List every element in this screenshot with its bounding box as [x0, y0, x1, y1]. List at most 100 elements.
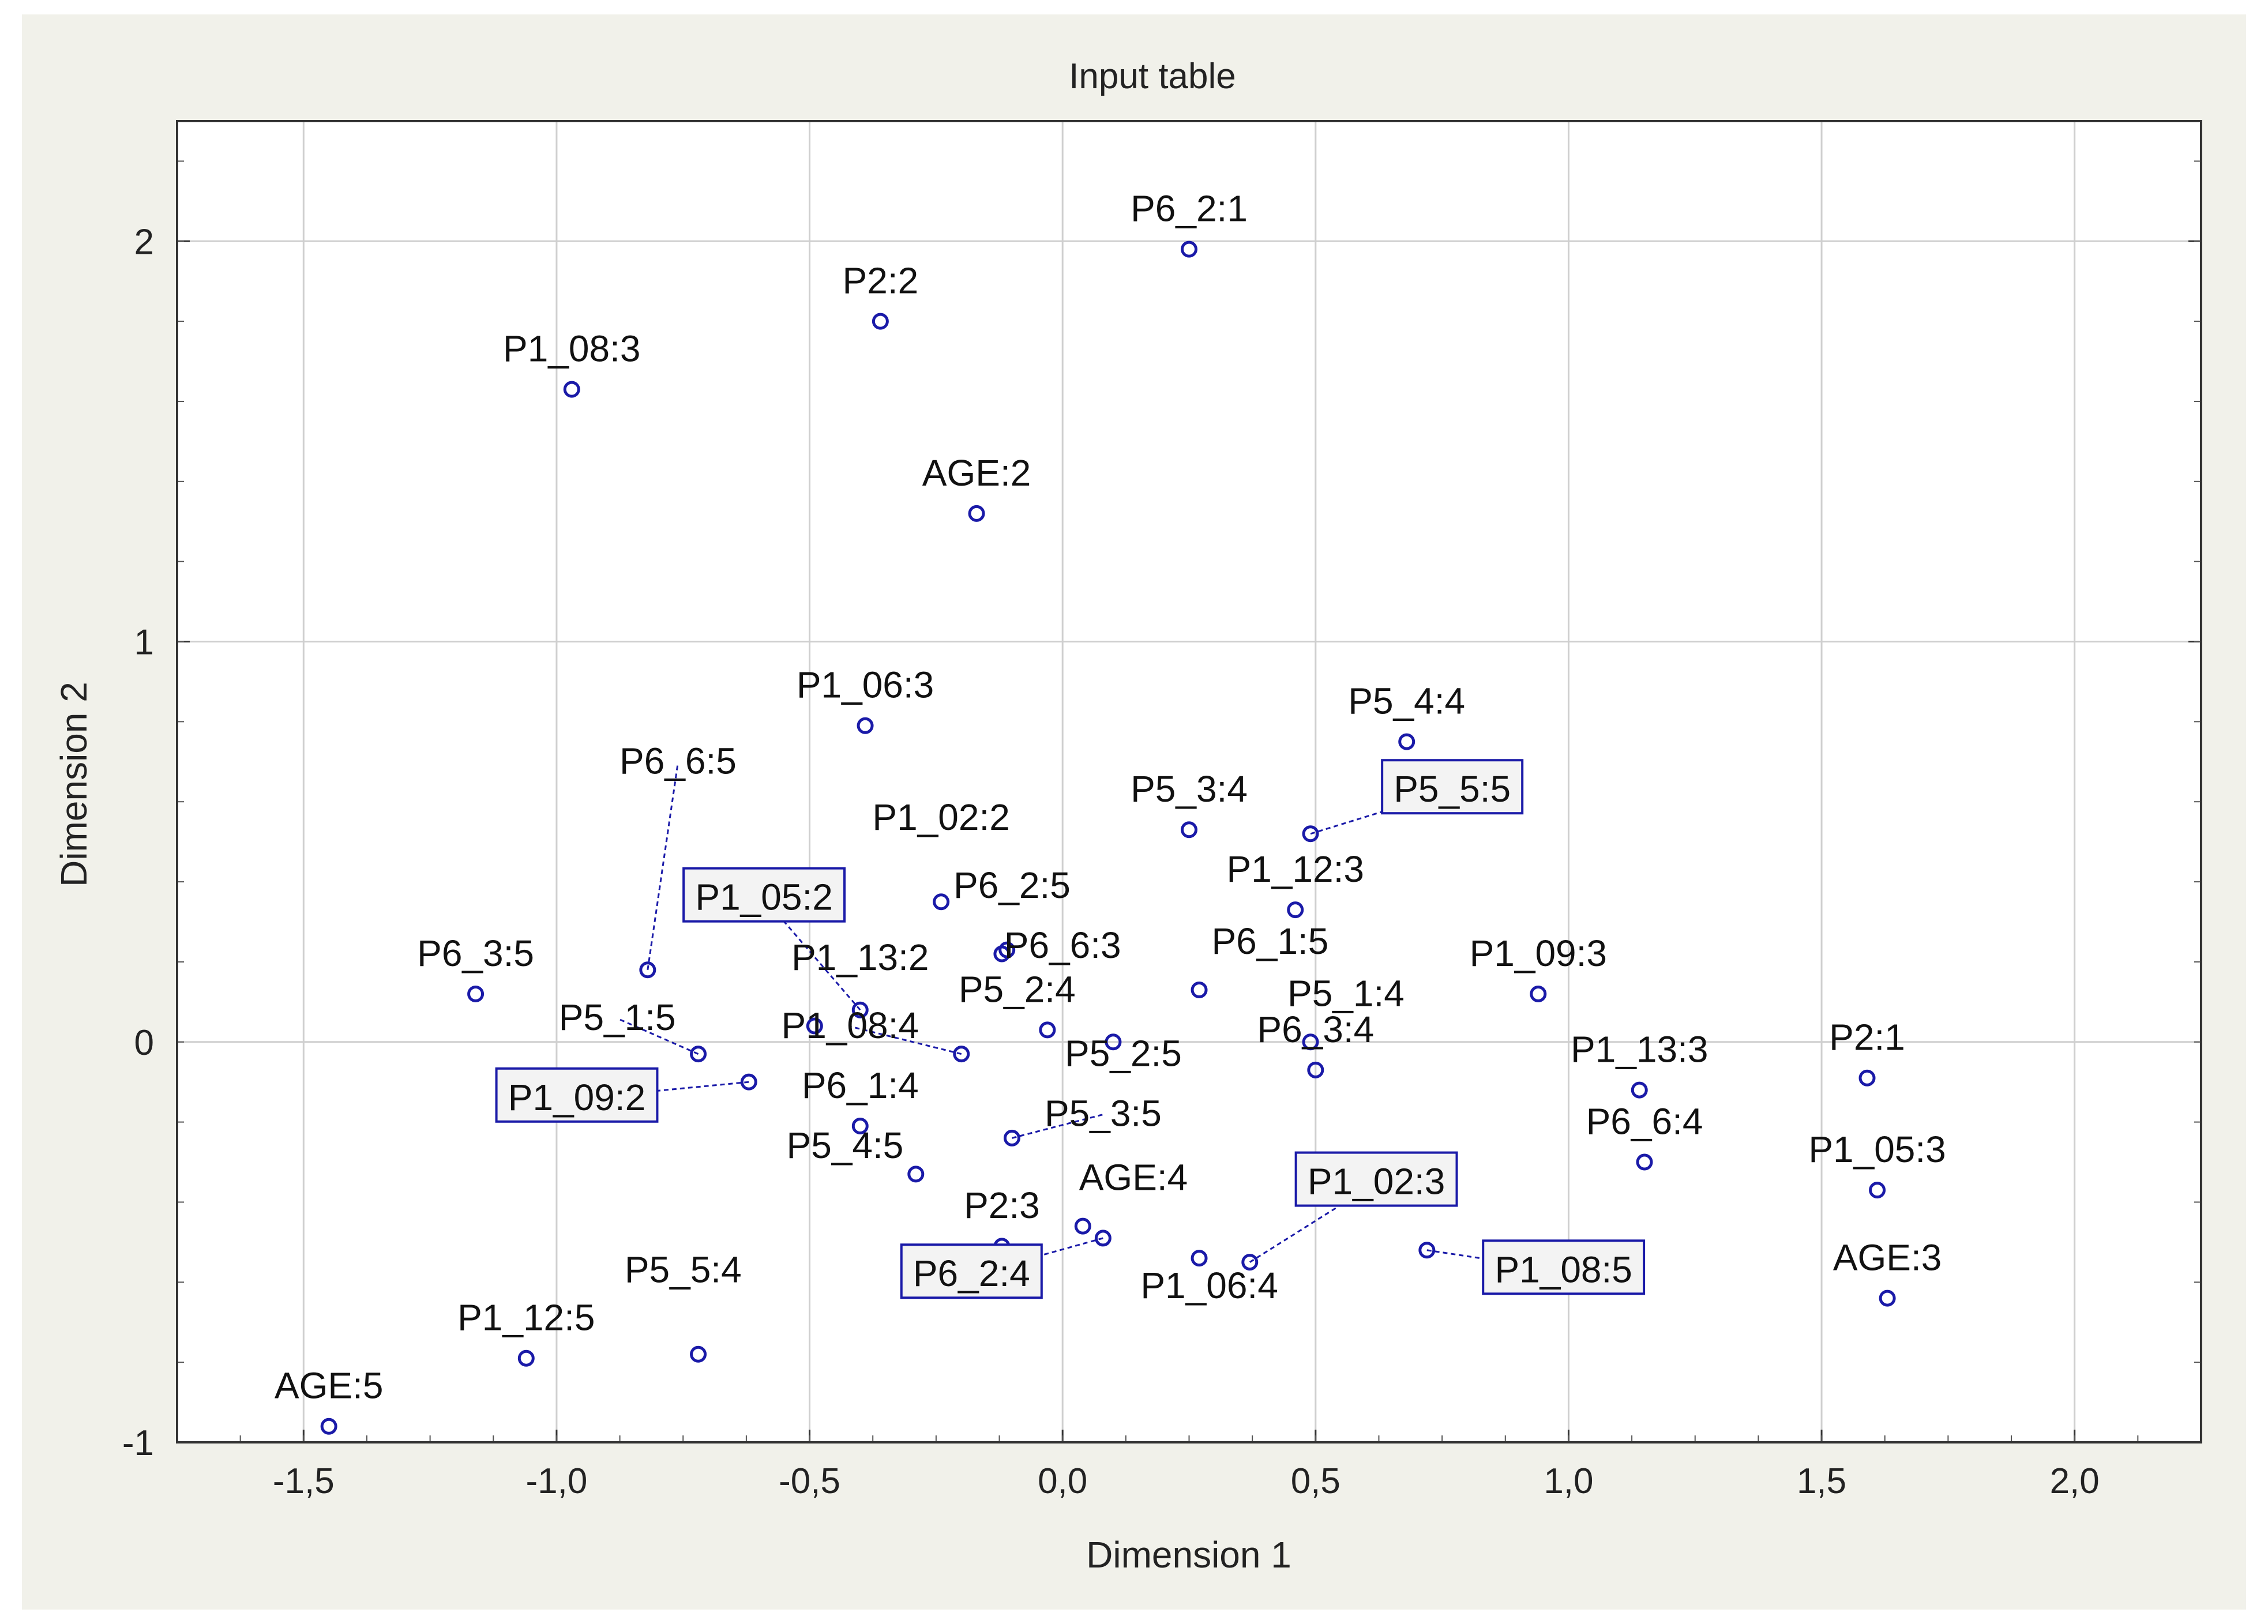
x-tick-label: 2,0 [2050, 1461, 2100, 1501]
data-point [1181, 240, 1197, 258]
point-label: P1_02:3 [1308, 1161, 1445, 1202]
plot-area [176, 120, 2202, 1443]
label-leader-line [617, 1017, 699, 1055]
data-point [1307, 1061, 1324, 1078]
x-tick-label: 0,5 [1291, 1461, 1340, 1501]
point-label: AGE:4 [1079, 1157, 1188, 1198]
point-label: P6_6:3 [1004, 924, 1121, 966]
data-point [872, 313, 889, 330]
point-label: P5_1:5 [559, 997, 676, 1038]
point-label: P5_5:4 [625, 1249, 742, 1290]
label-box [900, 1243, 1043, 1299]
point-label: P5_1:4 [1287, 972, 1405, 1014]
data-point [1302, 825, 1319, 843]
data-point [857, 717, 874, 734]
point-label: P6_1:4 [802, 1065, 919, 1106]
data-point [1869, 1182, 1886, 1199]
point-label: P1_13:2 [791, 937, 929, 978]
data-point [1181, 821, 1197, 839]
point-label: P1_13:3 [1571, 1028, 1708, 1070]
axis-ticks: -1,5 -1,0 -0,5 0,0 0,5 1,0 1,5 2,0 -1 1 2 0 [122, 160, 2202, 1501]
data-point [1191, 1250, 1208, 1267]
data-point [1636, 1153, 1653, 1171]
point-label: AGE:5 [275, 1365, 384, 1407]
label-leader-line [647, 762, 679, 971]
point-labels: P6_2:1 P2:2 P1_08:3 AGE:2 P1_06:3 P5_4:4 P5_3:… [275, 188, 1946, 1407]
data-point [1302, 1033, 1319, 1051]
data-point [953, 1046, 970, 1063]
plot-border [176, 120, 2202, 1443]
point-label: P5_4:4 [1348, 680, 1465, 721]
data-point [907, 1166, 925, 1183]
y-tick-label: 0 [134, 1023, 154, 1063]
data-point [1530, 985, 1547, 1002]
data-point [1105, 1033, 1122, 1051]
point-label: P2:1 [1829, 1017, 1905, 1058]
y-tick-label: -1 [122, 1423, 154, 1463]
x-axis-label: Dimension 1 [1086, 1534, 1291, 1576]
x-tick-label: 0,0 [1038, 1461, 1087, 1501]
data-point [690, 1345, 707, 1363]
data-point [467, 985, 485, 1002]
point-label: P6_2:5 [953, 864, 1071, 906]
data-point [1074, 1217, 1091, 1235]
label-box [1381, 759, 1524, 815]
point-label: P1_06:3 [797, 664, 934, 706]
point-label: P5_3:4 [1131, 768, 1248, 810]
point-label: AGE:3 [1833, 1236, 1942, 1278]
data-point [1241, 1254, 1259, 1271]
point-label: P1_08:3 [503, 328, 640, 370]
data-point [563, 381, 580, 398]
point-label: P1_09:2 [508, 1077, 645, 1118]
point-label: P1_09:3 [1470, 933, 1607, 974]
data-point [1398, 733, 1415, 750]
y-tick-label: 2 [134, 222, 154, 262]
point-label: P1_08:4 [782, 1005, 919, 1046]
data-point [851, 1001, 869, 1018]
point-label: P5_2:5 [1065, 1032, 1182, 1074]
data-point [933, 893, 950, 911]
x-tick-label: -1,0 [526, 1461, 588, 1501]
data-point [1191, 982, 1208, 999]
point-label: P1_08:5 [1495, 1249, 1632, 1290]
point-label: P5_5:5 [1394, 768, 1511, 810]
data-point [320, 1418, 337, 1435]
point-label: P2:3 [964, 1185, 1040, 1226]
y-tick-label: 1 [134, 623, 154, 663]
data-point [1039, 1021, 1056, 1039]
point-label: P6_6:4 [1586, 1100, 1703, 1142]
point-label: P1_05:2 [695, 877, 832, 918]
data-point [806, 1017, 823, 1035]
point-label: AGE:2 [922, 452, 1031, 494]
chart-frame: -1,5 -1,0 -0,5 0,0 0,5 1,0 1,5 2,0 -1 1 2 0 P6_2:1 P… [22, 14, 2246, 1610]
point-label: P6_2:4 [913, 1253, 1030, 1294]
point-label: P5_3:5 [1045, 1093, 1162, 1134]
x-tick-label: 1,5 [1797, 1461, 1846, 1501]
data-point [517, 1349, 535, 1367]
data-point [1631, 1081, 1648, 1099]
data-point [1287, 901, 1304, 919]
data-point [1879, 1290, 1896, 1307]
point-label: P1_06:4 [1140, 1265, 1278, 1306]
data-point [968, 505, 985, 522]
data-point [1094, 1230, 1112, 1247]
label-box [1294, 1151, 1458, 1207]
label-box [495, 1067, 659, 1123]
data-point [851, 1118, 869, 1135]
point-label: P1_12:3 [1227, 848, 1364, 890]
data-point [639, 961, 656, 979]
x-tick-label: -1,5 [273, 1461, 335, 1501]
point-label: P1_02:2 [872, 796, 1009, 838]
data-point [690, 1046, 707, 1063]
point-label: P2:2 [843, 260, 919, 302]
point-label: P6_1:5 [1211, 920, 1328, 962]
point-label: P5_4:5 [787, 1125, 904, 1166]
label-box [1482, 1239, 1646, 1295]
label-box [682, 867, 846, 923]
point-label: P5_2:4 [959, 968, 1076, 1010]
point-label: P1_12:5 [457, 1297, 595, 1339]
data-point [1858, 1069, 1876, 1087]
label-leader-line [850, 1025, 962, 1055]
chart-title: Input table [1069, 57, 1236, 96]
